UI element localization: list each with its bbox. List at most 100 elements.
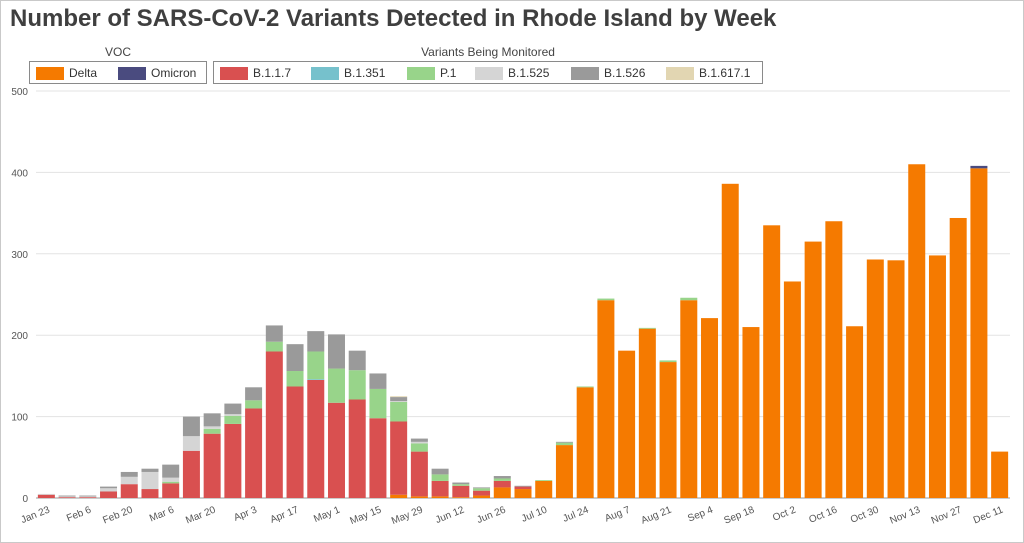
bar-segment-p1 (576, 386, 594, 388)
bar-segment-b1526 (58, 495, 76, 497)
x-tick-label: Nov 27 (930, 504, 964, 526)
bar-segment-b117 (452, 485, 470, 498)
x-tick-label: May 1 (312, 504, 342, 525)
x-tick-label: May 15 (349, 504, 384, 527)
y-tick-label: 0 (22, 494, 28, 505)
bar-segment-p1 (680, 297, 698, 301)
bar-segment-delta (555, 445, 573, 498)
legend-item-b1526[interactable]: B.1.526 (571, 66, 645, 80)
bar-segment-p1 (638, 327, 656, 329)
bar-segment-p1 (162, 481, 180, 484)
x-tick-label: Sep 4 (686, 504, 715, 524)
bar-segment-delta (452, 497, 470, 498)
x-tick-label: Aug 7 (603, 504, 632, 524)
legend-item-omicron[interactable]: Omicron (118, 66, 196, 80)
x-tick-label: Mar 20 (184, 504, 217, 526)
legend-item-p1[interactable]: P.1 (407, 66, 456, 80)
x-tick-label: Dec 11 (972, 504, 1005, 526)
bar-segment-delta (576, 387, 594, 498)
bar-segment-b117 (79, 497, 97, 498)
bar-segment-delta (846, 326, 864, 498)
bar-segment-delta (763, 225, 781, 498)
legend-item-delta[interactable]: Delta (36, 66, 97, 80)
y-tick-label: 200 (11, 331, 28, 342)
bar-segment-b1526 (307, 331, 325, 352)
legend-monitored-title: Variants Being Monitored (421, 45, 555, 59)
legend-label-delta: Delta (69, 66, 98, 80)
bar-segment-b117 (390, 421, 408, 495)
bar-segment-delta (825, 221, 843, 499)
bar-segment-p1 (307, 351, 325, 380)
bar-segment-b117 (473, 490, 491, 496)
bar-segment-p1 (203, 428, 221, 434)
bar-segment-delta (908, 164, 926, 498)
bar-segment-b1525 (120, 476, 138, 485)
x-tick-label: Jan 23 (20, 504, 52, 526)
bar-segment-b1525 (224, 414, 242, 416)
bar-segment-delta (659, 362, 677, 498)
bar-segment-b117 (100, 491, 118, 498)
bar-segment-p1 (390, 401, 408, 422)
bar-segment-delta (514, 489, 532, 498)
bar-segment-b1526 (452, 482, 470, 485)
bar-segment-b1526 (431, 468, 449, 475)
bar-segment-p1 (224, 415, 242, 424)
bar-segment-b1526 (245, 387, 263, 401)
bar-segment-p1 (555, 442, 573, 446)
bar-segment-b1526 (224, 403, 242, 415)
bar-segment-delta (991, 451, 1009, 498)
bar-segment-b117 (514, 486, 532, 490)
bar-segment-delta (410, 496, 428, 498)
bar-segment-b1526 (182, 416, 200, 437)
bar-segment-b117 (245, 408, 263, 498)
bar-segment-b1526 (473, 487, 491, 489)
bar-segment-b1351 (307, 379, 325, 380)
legend-item-b1525[interactable]: B.1.525 (475, 66, 549, 80)
legend-label-p1: P.1 (440, 66, 457, 80)
bar-segment-b1526 (141, 468, 159, 472)
legend-item-b16171[interactable]: B.1.617.1 (666, 66, 750, 80)
y-tick-label: 100 (11, 413, 28, 424)
bar-segment-p1 (327, 368, 345, 403)
bar-segment-b117 (162, 483, 180, 498)
legend-swatch-b1351 (311, 66, 339, 80)
bar-segment-delta (783, 281, 801, 498)
bar-segment-b117 (307, 379, 325, 498)
bar-segment-b1526 (410, 438, 428, 442)
bar-segment-p1 (265, 341, 283, 352)
bar-segment-p1 (597, 298, 615, 301)
bar-segment-delta (949, 217, 967, 498)
x-tick-label: Aug 21 (640, 504, 674, 526)
bar-segment-p1 (493, 478, 511, 481)
x-tick-label: Feb 6 (65, 504, 93, 524)
bar-segment-b117 (120, 484, 138, 498)
bar-segment-p1 (431, 474, 449, 481)
legend-label-b16171: B.1.617.1 (699, 66, 751, 80)
legend-item-b1351[interactable]: B.1.351 (311, 66, 385, 80)
x-tick-label: Mar 6 (148, 504, 176, 524)
bar-segment-delta (431, 496, 449, 498)
bar-segment-b1526 (493, 476, 511, 479)
bar-segment-b1526 (286, 344, 304, 372)
bar-segment-b117 (431, 480, 449, 497)
x-tick-label: May 29 (390, 504, 425, 527)
bar-segment-b117 (348, 399, 366, 498)
bar-segment-b1526 (555, 441, 573, 443)
bar-segment-b1525 (410, 441, 428, 444)
x-tick-label: Jun 26 (475, 504, 507, 526)
bar-segment-p1 (452, 484, 470, 486)
bar-segment-b117 (327, 402, 345, 498)
legend-swatch-b1525 (475, 66, 503, 80)
legend-label-b1526: B.1.526 (604, 66, 646, 80)
bar-segment-b1526 (514, 485, 532, 487)
legend-label-b117: B.1.1.7 (253, 66, 292, 80)
bar-segment-delta (742, 327, 760, 498)
bar-segment-delta (390, 494, 408, 498)
chart-title: Number of SARS-CoV-2 Variants Detected i… (10, 5, 777, 32)
bar-segment-delta (701, 318, 719, 498)
bar-segment-b117 (410, 451, 428, 497)
bar-segment-b117 (224, 423, 242, 498)
bar-segment-delta (804, 241, 822, 498)
legend-swatch-p1 (407, 66, 435, 80)
legend-item-b117[interactable]: B.1.1.7 (220, 66, 291, 80)
